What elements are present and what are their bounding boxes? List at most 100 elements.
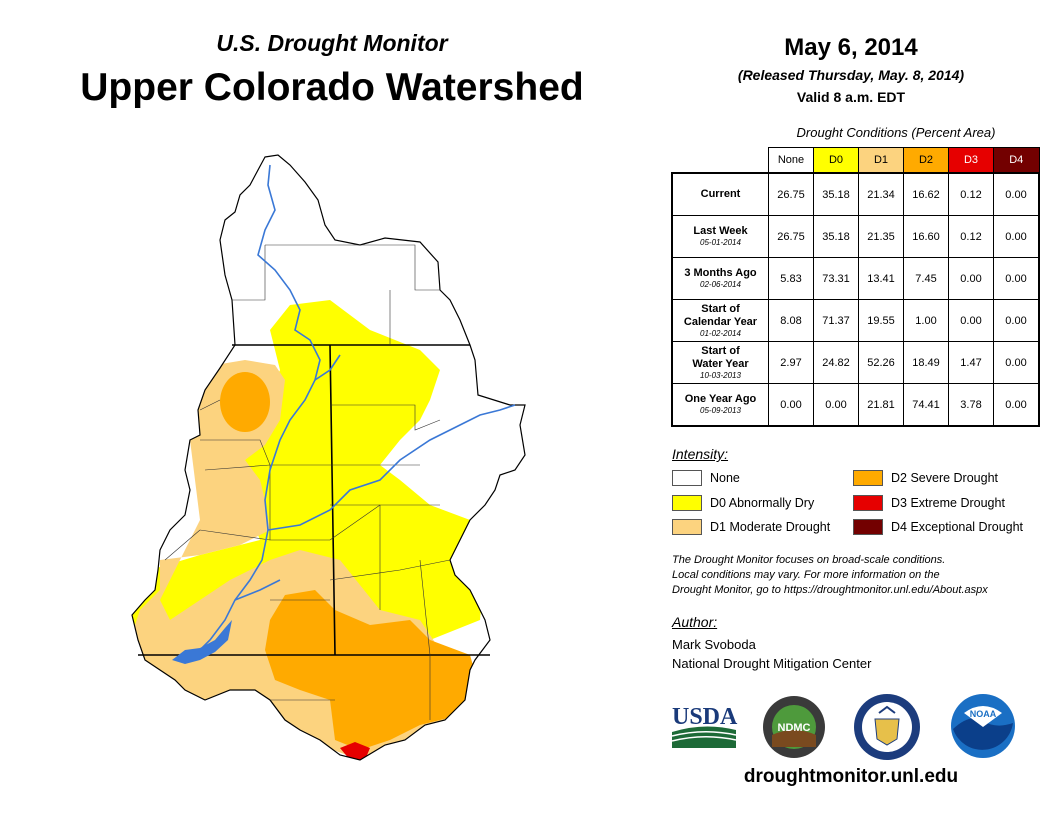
- table-cell: 0.12: [948, 172, 994, 216]
- table-cell: 21.34: [858, 172, 904, 216]
- table-cell: 13.41: [858, 257, 904, 300]
- table-row: Start of Calendar Year 01-02-2014 8.08 71.37…: [671, 299, 1040, 342]
- website-link[interactable]: droughtmonitor.unl.edu: [743, 766, 959, 787]
- table-cell: 26.75: [768, 215, 814, 258]
- svg-text:USDA: USDA: [672, 704, 738, 730]
- basin-outline: [131, 154, 526, 761]
- table-cell: 0.00: [993, 299, 1040, 342]
- legend-item-d3: D3 Extreme Drought: [853, 495, 1005, 511]
- legend-swatch: [672, 495, 702, 511]
- table-cell: 8.08: [768, 299, 814, 342]
- d3-area: [340, 742, 370, 760]
- table-cell: 35.18: [813, 172, 859, 216]
- legend-swatch: [853, 495, 883, 511]
- row-label-text: Start of: [701, 302, 740, 315]
- disclaimer-note: The Drought Monitor focuses on broad-sca…: [672, 553, 1042, 598]
- row-date: 02-06-2014: [700, 280, 741, 289]
- drought-stats-table: None D0 D1 D2 D3 D4 Current 26.75 35.18 21.…: [671, 147, 1040, 427]
- legend-item-d0: D0 Abnormally Dry: [672, 495, 814, 511]
- table-row: Start of Water Year 10-03-2013 2.97 24.82 52.…: [671, 341, 1040, 384]
- row-label-text: Calendar Year: [683, 315, 758, 328]
- table-cell: 21.35: [858, 215, 904, 258]
- row-label: 3 Months Ago 02-06-2014: [671, 257, 769, 300]
- map-date: May 6, 2014: [784, 34, 918, 61]
- note-line: Drought Monitor, go to https://droughtmo…: [672, 584, 988, 596]
- table-cell: 0.00: [993, 172, 1040, 216]
- table-cell: 18.49: [903, 341, 949, 384]
- d2-area-west: [220, 372, 270, 432]
- legend-swatch: [672, 519, 702, 535]
- legend-heading: Intensity:: [672, 446, 729, 462]
- table-row: One Year Ago 05-09-2013 0.00 0.00 21.81 74.41…: [671, 383, 1040, 427]
- row-label: Start of Water Year 10-03-2013: [671, 341, 769, 384]
- table-cell: 0.00: [993, 215, 1040, 258]
- svg-text:NDMC: NDMC: [778, 722, 811, 734]
- table-cell: 35.18: [813, 215, 859, 258]
- row-label-text: One Year Ago: [684, 393, 757, 405]
- map-subtitle: U.S. Drought Monitor: [216, 30, 448, 56]
- legend-item-none: None: [672, 470, 740, 486]
- row-date: 10-03-2013: [700, 370, 741, 380]
- river-network: [179, 164, 516, 661]
- county-lines: [164, 244, 451, 720]
- column-header-d0: D0: [813, 147, 859, 174]
- table-cell: 16.60: [903, 215, 949, 258]
- table-cell: 0.00: [768, 383, 814, 427]
- table-cell: 26.75: [768, 172, 814, 216]
- table-cell: 1.00: [903, 299, 949, 342]
- column-header-d1: D1: [858, 147, 904, 174]
- table-row: 3 Months Ago 02-06-2014 5.83 73.31 13.41 7.45…: [671, 257, 1040, 300]
- table-cell: 0.00: [993, 341, 1040, 384]
- legend-swatch: [672, 470, 702, 486]
- column-header-d2: D2: [903, 147, 949, 174]
- table-cell: 5.83: [768, 257, 814, 300]
- valid-time: Valid 8 a.m. EDT: [796, 89, 906, 105]
- legend-label: None: [710, 471, 740, 485]
- drought-map: [131, 154, 526, 761]
- release-date: (Released Thursday, May. 8, 2014): [737, 67, 965, 83]
- author-name: Mark Svoboda: [672, 637, 756, 652]
- row-date: 05-01-2014: [700, 238, 741, 247]
- lake-powell: [172, 620, 232, 664]
- row-label-text: Water Year: [692, 357, 749, 370]
- table-cell: 7.45: [903, 257, 949, 300]
- row-label: Start of Calendar Year 01-02-2014: [671, 299, 769, 342]
- legend-item-d1: D1 Moderate Drought: [672, 519, 830, 535]
- svg-text:NOAA: NOAA: [970, 709, 997, 719]
- table-cell: 0.00: [993, 383, 1040, 427]
- d0-area: [132, 300, 485, 660]
- author-heading: Author:: [672, 614, 718, 630]
- table-cell: 0.00: [813, 383, 859, 427]
- table-cell: 3.78: [948, 383, 994, 427]
- table-cell: 1.47: [948, 341, 994, 384]
- table-cell: 0.12: [948, 215, 994, 258]
- table-cell: 21.81: [858, 383, 904, 427]
- row-label-text: Last Week: [693, 225, 748, 237]
- map-title: Upper Colorado Watershed: [80, 66, 584, 109]
- header-blank: [672, 148, 769, 174]
- author-org: National Drought Mitigation Center: [672, 656, 872, 671]
- legend-item-d4: D4 Exceptional Drought: [853, 519, 1023, 535]
- legend-item-d2: D2 Severe Drought: [853, 470, 998, 486]
- table-cell: 74.41: [903, 383, 949, 427]
- legend-label: D3 Extreme Drought: [891, 496, 1005, 510]
- table-cell: 0.00: [948, 257, 994, 300]
- table-title: Drought Conditions (Percent Area): [796, 125, 996, 140]
- ndmc-logo: NDMC: [763, 696, 825, 758]
- row-label-text: Start of: [701, 344, 740, 357]
- d2-area-south: [265, 590, 480, 750]
- row-label: Last Week 05-01-2014: [671, 215, 769, 258]
- table-cell: 52.26: [858, 341, 904, 384]
- row-label: One Year Ago 05-09-2013: [671, 383, 769, 427]
- note-line: Local conditions may vary. For more info…: [672, 569, 940, 581]
- table-cell: 24.82: [813, 341, 859, 384]
- table-cell: 0.00: [948, 299, 994, 342]
- table-cell: 19.55: [858, 299, 904, 342]
- note-line: The Drought Monitor focuses on broad-sca…: [672, 554, 946, 566]
- legend-swatch: [853, 519, 883, 535]
- legend-label: D1 Moderate Drought: [710, 520, 831, 534]
- table-cell: 2.97: [768, 341, 814, 384]
- table-cell: 73.31: [813, 257, 859, 300]
- legend-label: D2 Severe Drought: [891, 471, 999, 485]
- row-label-text: 3 Months Ago: [684, 267, 757, 279]
